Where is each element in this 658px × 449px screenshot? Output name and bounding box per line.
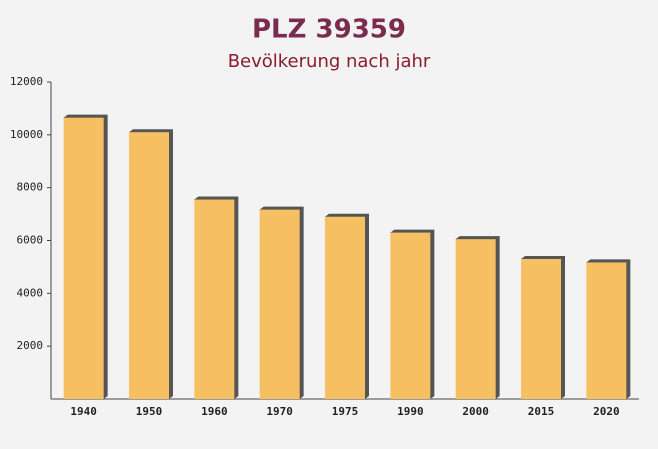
bar bbox=[63, 117, 104, 399]
x-tick-label: 1940 bbox=[70, 405, 97, 418]
x-tick-label: 2015 bbox=[528, 405, 555, 418]
y-tick-label: 2000 bbox=[17, 339, 44, 352]
bar bbox=[521, 258, 561, 399]
bar bbox=[129, 132, 169, 400]
bar bbox=[390, 232, 431, 399]
bar bbox=[325, 216, 365, 399]
x-tick-label: 1960 bbox=[201, 405, 228, 418]
chart-title: PLZ 39359 bbox=[252, 15, 406, 45]
bar bbox=[194, 199, 235, 399]
bar bbox=[586, 262, 627, 399]
x-tick-label: 1970 bbox=[266, 405, 293, 418]
x-tick-label: 1950 bbox=[136, 405, 163, 418]
y-tick-label: 4000 bbox=[17, 286, 44, 299]
y-tick-label: 6000 bbox=[17, 234, 44, 247]
x-tick-label: 1975 bbox=[332, 405, 359, 418]
y-tick-label: 10000 bbox=[10, 128, 43, 141]
bar bbox=[259, 209, 300, 399]
x-tick-label: 1990 bbox=[397, 405, 424, 418]
chart-subtitle: Bevölkerung nach jahr bbox=[228, 51, 431, 72]
x-tick-label: 2000 bbox=[462, 405, 489, 418]
x-tick-label: 2020 bbox=[593, 405, 620, 418]
y-tick-label: 12000 bbox=[10, 75, 43, 88]
y-tick-label: 8000 bbox=[17, 181, 44, 194]
bar bbox=[455, 239, 496, 399]
